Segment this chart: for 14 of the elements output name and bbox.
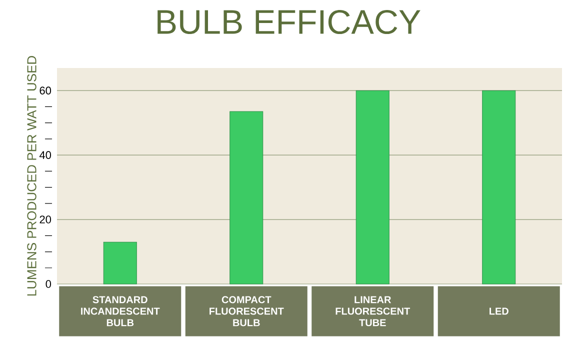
y-tick-label: 20 xyxy=(40,216,52,224)
x-tick-label: LED xyxy=(490,308,508,315)
bar xyxy=(356,90,390,284)
bar xyxy=(482,90,516,284)
y-tick-label: 40 xyxy=(39,151,52,159)
bar xyxy=(103,242,137,284)
y-axis-title: LUMENS PRODUCED PER WATT USED xyxy=(27,56,36,296)
y-tick-label: 60 xyxy=(40,86,52,94)
x-tick-label: STANDARD INCANDESCENT BULB xyxy=(81,296,160,326)
bar xyxy=(230,111,264,284)
x-tick-label: LINEAR FLUORESCENT TUBE xyxy=(336,296,410,326)
x-tick-label: COMPACT FLUORESCENT BULB xyxy=(210,296,284,326)
chart-title: BULB EFFICACY xyxy=(158,10,420,34)
y-tick-label: 0 xyxy=(46,280,52,288)
